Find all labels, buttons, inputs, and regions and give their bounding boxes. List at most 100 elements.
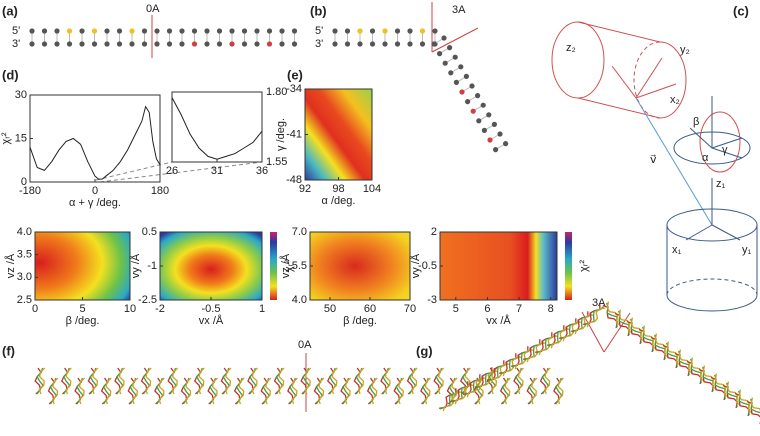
nucleotide	[266, 28, 273, 34]
nucleotide	[91, 41, 98, 47]
nucleotide	[191, 41, 198, 47]
nucleotide	[291, 28, 298, 34]
helix-trace	[397, 377, 405, 405]
cylinder-diagram: z₂ y₂ x₂ β α γ v⃗ z₁ x₁ y₁	[551, 21, 758, 312]
helix-trace	[171, 367, 179, 395]
axes	[611, 57, 677, 99]
colorbar-label: χᵣ²	[578, 260, 590, 272]
strand-end: 3'	[315, 38, 323, 50]
nucleotide	[154, 28, 160, 34]
nucleotide	[54, 41, 60, 47]
y-tick-label: 5.5	[292, 260, 307, 272]
nucleotide	[447, 45, 453, 51]
x-axis-label: β /deg.	[343, 315, 377, 327]
colorbar-label: χᵣ²	[283, 260, 295, 272]
nucleotide	[432, 28, 438, 34]
x-tick-label: 70	[404, 303, 416, 315]
helix-trace	[238, 377, 245, 405]
x-tick-label: 92	[299, 183, 311, 195]
helix-trace	[502, 356, 522, 377]
helix-trace	[371, 377, 378, 405]
y-tick-label: 1.55	[266, 156, 287, 168]
nucleotide	[369, 28, 376, 34]
y-axis-label: vz /Å	[4, 253, 17, 278]
helix-trace	[544, 367, 551, 395]
helix-trace	[678, 349, 693, 374]
y-tick-label: 0	[21, 176, 27, 188]
dna-annotations: 0A 5' 3' 3A 5' 3' 0A 3A	[12, 2, 631, 412]
nucleotide	[470, 108, 476, 114]
helix-trace	[750, 397, 760, 422]
nucleotide	[179, 28, 185, 34]
y-tick-label: -48	[286, 174, 302, 186]
axis-label: z₂	[566, 42, 576, 54]
nucleotide	[129, 41, 135, 47]
nucleotide	[344, 28, 351, 34]
helix-trace	[251, 367, 258, 395]
helix-trace	[702, 365, 717, 390]
strand-end: 5'	[12, 25, 20, 37]
nucleotide	[91, 28, 98, 34]
panel-label: (c)	[733, 3, 749, 18]
y-tick-label: 1.80	[266, 86, 287, 98]
helix-trace	[618, 309, 633, 334]
nucleotide	[29, 28, 35, 34]
cylinder	[633, 41, 661, 119]
nucleotide	[382, 41, 388, 47]
nucleotide	[79, 41, 85, 47]
nucleotide	[279, 41, 285, 47]
x-axis-label: vx /Å	[486, 314, 511, 327]
helix-trace	[131, 377, 139, 405]
nucleotide	[493, 147, 499, 153]
cylinder	[666, 225, 758, 312]
nucleotide	[291, 41, 298, 47]
y-tick-label: 15	[15, 132, 27, 144]
nucleotide	[480, 102, 486, 108]
y-tick-label: 3.5	[17, 249, 32, 261]
nucleotide	[481, 127, 487, 133]
helix-trace	[304, 367, 312, 395]
axes	[689, 96, 743, 159]
nucleotide	[229, 41, 235, 47]
helix-trace	[344, 377, 352, 405]
y-tick-label: 0.5	[142, 226, 157, 238]
helix-trace	[526, 342, 546, 363]
nucleotide	[503, 141, 509, 147]
panel-label: (g)	[416, 343, 433, 358]
helix-trace	[118, 367, 125, 395]
x-tick-label: 31	[211, 165, 223, 177]
nucleotide	[431, 41, 437, 47]
nucleotide	[54, 28, 60, 34]
helix-trace	[726, 381, 741, 406]
nucleotide	[129, 28, 135, 34]
x-tick-label: 60	[364, 303, 376, 315]
y-tick-label: 2.5	[17, 294, 32, 306]
nucleotide	[191, 28, 198, 34]
nucleotide	[453, 79, 459, 85]
nucleotide	[254, 41, 260, 47]
nucleotide	[216, 41, 223, 47]
x-tick-label: 104	[363, 183, 381, 195]
nucleotide	[407, 28, 413, 34]
nucleotide	[279, 28, 285, 34]
helix-trace	[65, 367, 72, 395]
nucleotide	[459, 89, 465, 95]
helix-trace	[690, 357, 705, 382]
x-tick-label: -180	[19, 185, 41, 197]
helix-trace	[666, 341, 681, 366]
nucleotide	[66, 28, 73, 34]
helix-trace	[278, 367, 285, 395]
helix-trace	[464, 367, 471, 395]
nucleotide	[497, 131, 503, 137]
nucleotide	[166, 41, 173, 47]
helix-trace	[557, 377, 564, 405]
nucleotide	[491, 121, 497, 127]
y-tick-label: -0.5	[418, 260, 437, 272]
nucleotide	[141, 41, 148, 47]
helix-trace	[411, 367, 418, 395]
helix-trace	[384, 367, 391, 395]
helix-trace	[224, 367, 232, 395]
helix-trace	[211, 377, 219, 405]
helix-trace	[738, 389, 753, 414]
vector	[635, 97, 713, 226]
